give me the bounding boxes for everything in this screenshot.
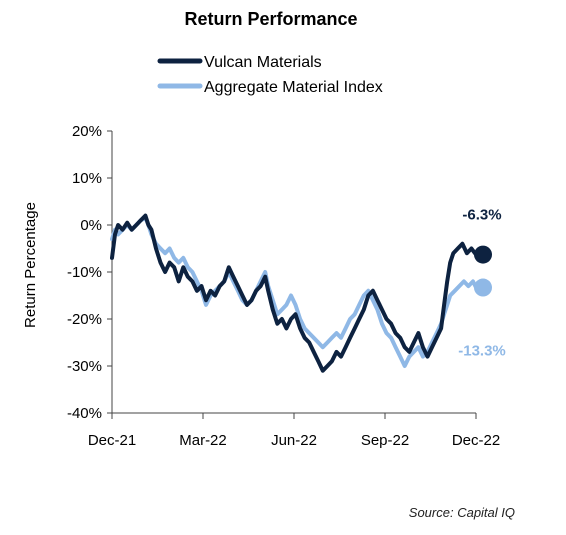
end-label-aggregate-material-index: -13.3% — [458, 343, 506, 360]
x-tick-label: Dec-22 — [452, 432, 500, 449]
end-marker-aggregate-material-index — [474, 278, 492, 297]
end-markers: -6.3% -13.3% — [458, 207, 506, 360]
legend: Vulcan Materials Aggregate Material Inde… — [157, 54, 383, 96]
end-label-vulcan-materials: -6.3% — [462, 207, 501, 224]
y-axis: 20% 10% 0% -10% -20% -30% -40% — [67, 123, 113, 422]
y-tick-label: -10% — [67, 264, 102, 281]
x-tick-label: Mar-22 — [179, 432, 227, 449]
x-tick-label: Jun-22 — [271, 432, 317, 449]
legend-label-vulcan-materials: Vulcan Materials — [204, 54, 322, 71]
legend-label-aggregate-material-index: Aggregate Material Index — [204, 79, 383, 96]
x-tick-label: Dec-21 — [88, 432, 136, 449]
y-tick-label: -30% — [67, 358, 102, 375]
end-marker-vulcan-materials — [474, 245, 492, 264]
y-tick-label: -20% — [67, 311, 102, 328]
y-tick-label: -40% — [67, 405, 102, 422]
y-tick-label: 20% — [72, 123, 102, 140]
series-lines — [110, 213, 478, 373]
y-tick-label: 0% — [80, 217, 102, 234]
y-tick-label: 10% — [72, 170, 102, 187]
source-note: Source: Capital IQ — [409, 505, 515, 520]
series-line-aggregate-material-index — [110, 215, 478, 368]
series-line-vulcan-materials — [110, 213, 478, 373]
chart-title: Return Performance — [184, 9, 357, 29]
x-axis: Dec-21 Mar-22 Jun-22 Sep-22 Dec-22 — [88, 412, 500, 449]
y-axis-title: Return Percentage — [22, 202, 39, 328]
x-tick-label: Sep-22 — [361, 432, 409, 449]
